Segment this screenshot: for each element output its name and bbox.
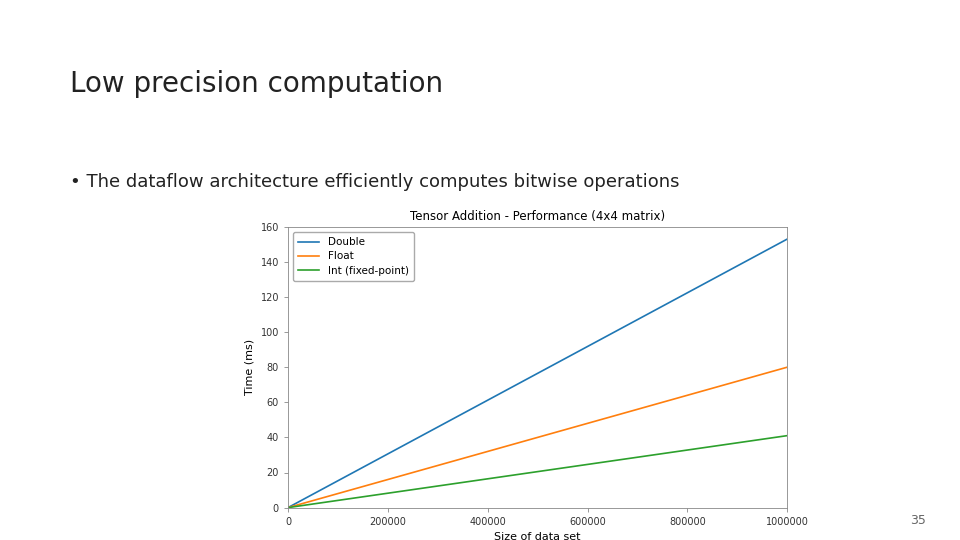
- Text: 35: 35: [910, 514, 926, 526]
- Int (fixed-point): [769, 434, 780, 441]
- Float: [522, 437, 534, 443]
- Double: [691, 284, 703, 291]
- Int (fixed-point): [519, 470, 531, 477]
- Float: [282, 504, 294, 511]
- Double: [282, 504, 294, 511]
- Int (fixed-point): [522, 470, 534, 476]
- Line: Int (fixed-point): Int (fixed-point): [288, 436, 787, 508]
- Float: [519, 438, 531, 444]
- Int (fixed-point): [781, 433, 793, 439]
- Double: [519, 377, 531, 383]
- X-axis label: Size of data set: Size of data set: [494, 532, 581, 540]
- Int (fixed-point): [282, 504, 294, 511]
- Legend: Double, Float, Int (fixed-point): Double, Float, Int (fixed-point): [293, 232, 414, 281]
- Line: Float: Float: [288, 367, 787, 508]
- Double: [579, 345, 590, 351]
- Float: [691, 389, 703, 396]
- Float: [579, 421, 590, 427]
- Int (fixed-point): [579, 462, 590, 468]
- Float: [552, 428, 564, 435]
- Double: [781, 236, 793, 242]
- Double: [552, 359, 564, 366]
- Title: Tensor Addition - Performance (4x4 matrix): Tensor Addition - Performance (4x4 matri…: [410, 210, 665, 223]
- Y-axis label: Time (ms): Time (ms): [245, 339, 255, 395]
- Double: [522, 375, 534, 382]
- Int (fixed-point): [691, 446, 703, 452]
- Float: [769, 367, 780, 374]
- Text: Low precision computation: Low precision computation: [70, 70, 444, 98]
- Int (fixed-point): [552, 465, 564, 472]
- Float: [781, 364, 793, 370]
- Double: [769, 242, 780, 249]
- Text: • The dataflow architecture efficiently computes bitwise operations: • The dataflow architecture efficiently …: [70, 173, 680, 191]
- Line: Double: Double: [288, 239, 787, 508]
